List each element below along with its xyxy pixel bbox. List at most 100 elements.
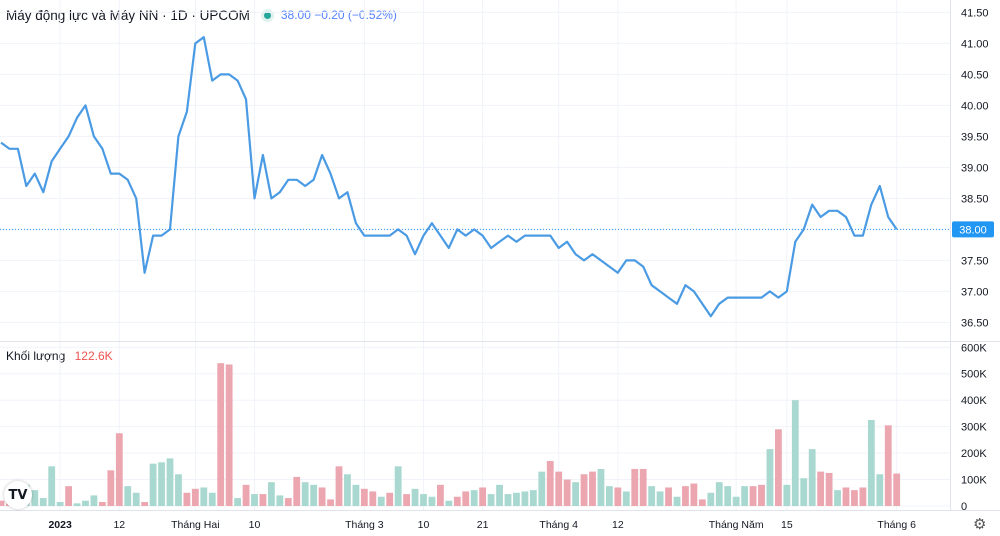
volume-bar	[470, 490, 478, 506]
volume-bar	[563, 479, 571, 506]
volume-bar	[631, 468, 639, 506]
price-line	[0, 36, 898, 318]
volume-bar	[859, 487, 867, 506]
volume-tick-label: 300K	[961, 422, 987, 434]
volume-bar	[183, 492, 191, 506]
price-series	[0, 36, 950, 318]
volume-bar	[884, 425, 892, 506]
volume-bar	[758, 484, 765, 506]
time-tick-label: Tháng 3	[345, 519, 384, 531]
volume-label: Khối lượng	[6, 349, 66, 363]
volume-bar	[132, 492, 140, 506]
volume-bar	[682, 486, 689, 506]
gear-icon[interactable]: ⚙	[973, 516, 987, 533]
volume-bar	[31, 490, 39, 506]
volume-bar	[783, 484, 791, 506]
volume-bar	[732, 496, 740, 506]
volume-tick-label: 400K	[961, 395, 987, 407]
price-axis[interactable]: 36.50 37.00 37.50 38.00 38.50 39.00 39.50 40.00…	[961, 7, 989, 329]
volume-bar	[225, 364, 233, 506]
time-axis[interactable]: 2023 12 Tháng Hai 10 Tháng 3 10 21 Tháng 4 12 Thá…	[48, 519, 916, 531]
volume-bar	[352, 484, 360, 506]
volume-bar	[724, 486, 732, 506]
volume-bar	[487, 494, 495, 506]
volume-bar	[242, 484, 250, 506]
last-price-text: 38.00	[959, 224, 987, 236]
volume-bar	[268, 482, 275, 506]
volume-bar	[893, 473, 901, 506]
time-tick-label: 21	[477, 519, 489, 531]
volume-bar	[259, 494, 267, 506]
volume-axis[interactable]: 0 100K 200K 300K 400K 500K 600K	[961, 342, 987, 513]
volume-bar	[420, 494, 427, 506]
volume-tick-label: 0	[961, 501, 967, 513]
price-tick-label: 37.00	[961, 286, 989, 298]
volume-bar	[56, 502, 64, 506]
volume-bar	[318, 487, 326, 506]
volume-bar	[386, 492, 394, 506]
price-tick-label: 39.00	[961, 162, 989, 174]
volume-bar	[284, 498, 292, 506]
volume-bar	[158, 462, 165, 506]
time-tick-label: Tháng 6	[877, 519, 916, 531]
volume-bar	[191, 488, 199, 506]
price-tick-label: 40.50	[961, 69, 989, 81]
volume-bar	[614, 487, 622, 506]
volume-bar	[546, 461, 554, 506]
volume-bar	[766, 449, 774, 506]
volume-bar	[851, 490, 858, 506]
volume-tick-label: 200K	[961, 448, 987, 460]
volume-bar	[690, 483, 698, 506]
volume-bar	[293, 476, 301, 506]
price-tick-label: 41.50	[961, 7, 989, 19]
volume-bar	[741, 486, 748, 506]
volume-bar	[648, 486, 656, 506]
volume-tick-label: 600K	[961, 342, 987, 354]
volume-tick-label: 500K	[961, 369, 987, 381]
volume-bar	[200, 487, 208, 506]
last-price-badge	[952, 221, 994, 238]
volume-bar	[521, 491, 529, 506]
volume-bar	[842, 487, 850, 506]
volume-bar	[39, 498, 47, 506]
volume-bar	[808, 449, 816, 506]
volume-bar	[141, 502, 149, 506]
volume-bar	[791, 400, 799, 506]
volume-bar	[572, 482, 579, 506]
volume-bar	[369, 491, 377, 506]
volume-bar	[251, 494, 258, 506]
volume-bar	[234, 498, 241, 506]
volume-bar	[707, 492, 715, 506]
volume-bar	[589, 471, 596, 506]
tradingview-logo-icon[interactable]: TV	[4, 481, 32, 509]
volume-bar	[65, 486, 72, 506]
volume-legend: Khối lượng 122.6K	[6, 349, 113, 363]
volume-bar	[149, 463, 157, 506]
time-tick-label: Tháng Năm	[709, 519, 764, 531]
volume-bar	[0, 500, 5, 506]
dot-icon	[263, 11, 271, 19]
symbol-title[interactable]: Máy động lực và Máy NN · 1D · UPCOM	[6, 7, 250, 23]
volume-bar	[115, 433, 123, 506]
price-tick-label: 37.50	[961, 255, 989, 267]
last-price-tag: 38.00	[952, 221, 994, 238]
time-tick-label: Tháng 4	[539, 519, 578, 531]
volume-bar	[715, 482, 723, 506]
volume-bar	[538, 471, 546, 506]
price-tick-label: 36.50	[961, 317, 989, 329]
price-tick-label: 38.50	[961, 193, 989, 205]
grid	[0, 0, 1000, 511]
time-tick-label: 10	[249, 519, 261, 531]
time-tick-label: 12	[612, 519, 624, 531]
volume-bar	[800, 478, 808, 506]
volume-bar	[217, 363, 225, 506]
volume-bar	[775, 429, 782, 506]
volume-bar	[639, 468, 647, 506]
volume-bar	[394, 466, 402, 506]
volume-bar	[344, 474, 351, 506]
price-tick-label: 39.50	[961, 131, 989, 143]
volume-bar	[82, 500, 89, 506]
volume-bar	[825, 472, 833, 506]
time-tick-label: Tháng Hai	[171, 519, 219, 531]
